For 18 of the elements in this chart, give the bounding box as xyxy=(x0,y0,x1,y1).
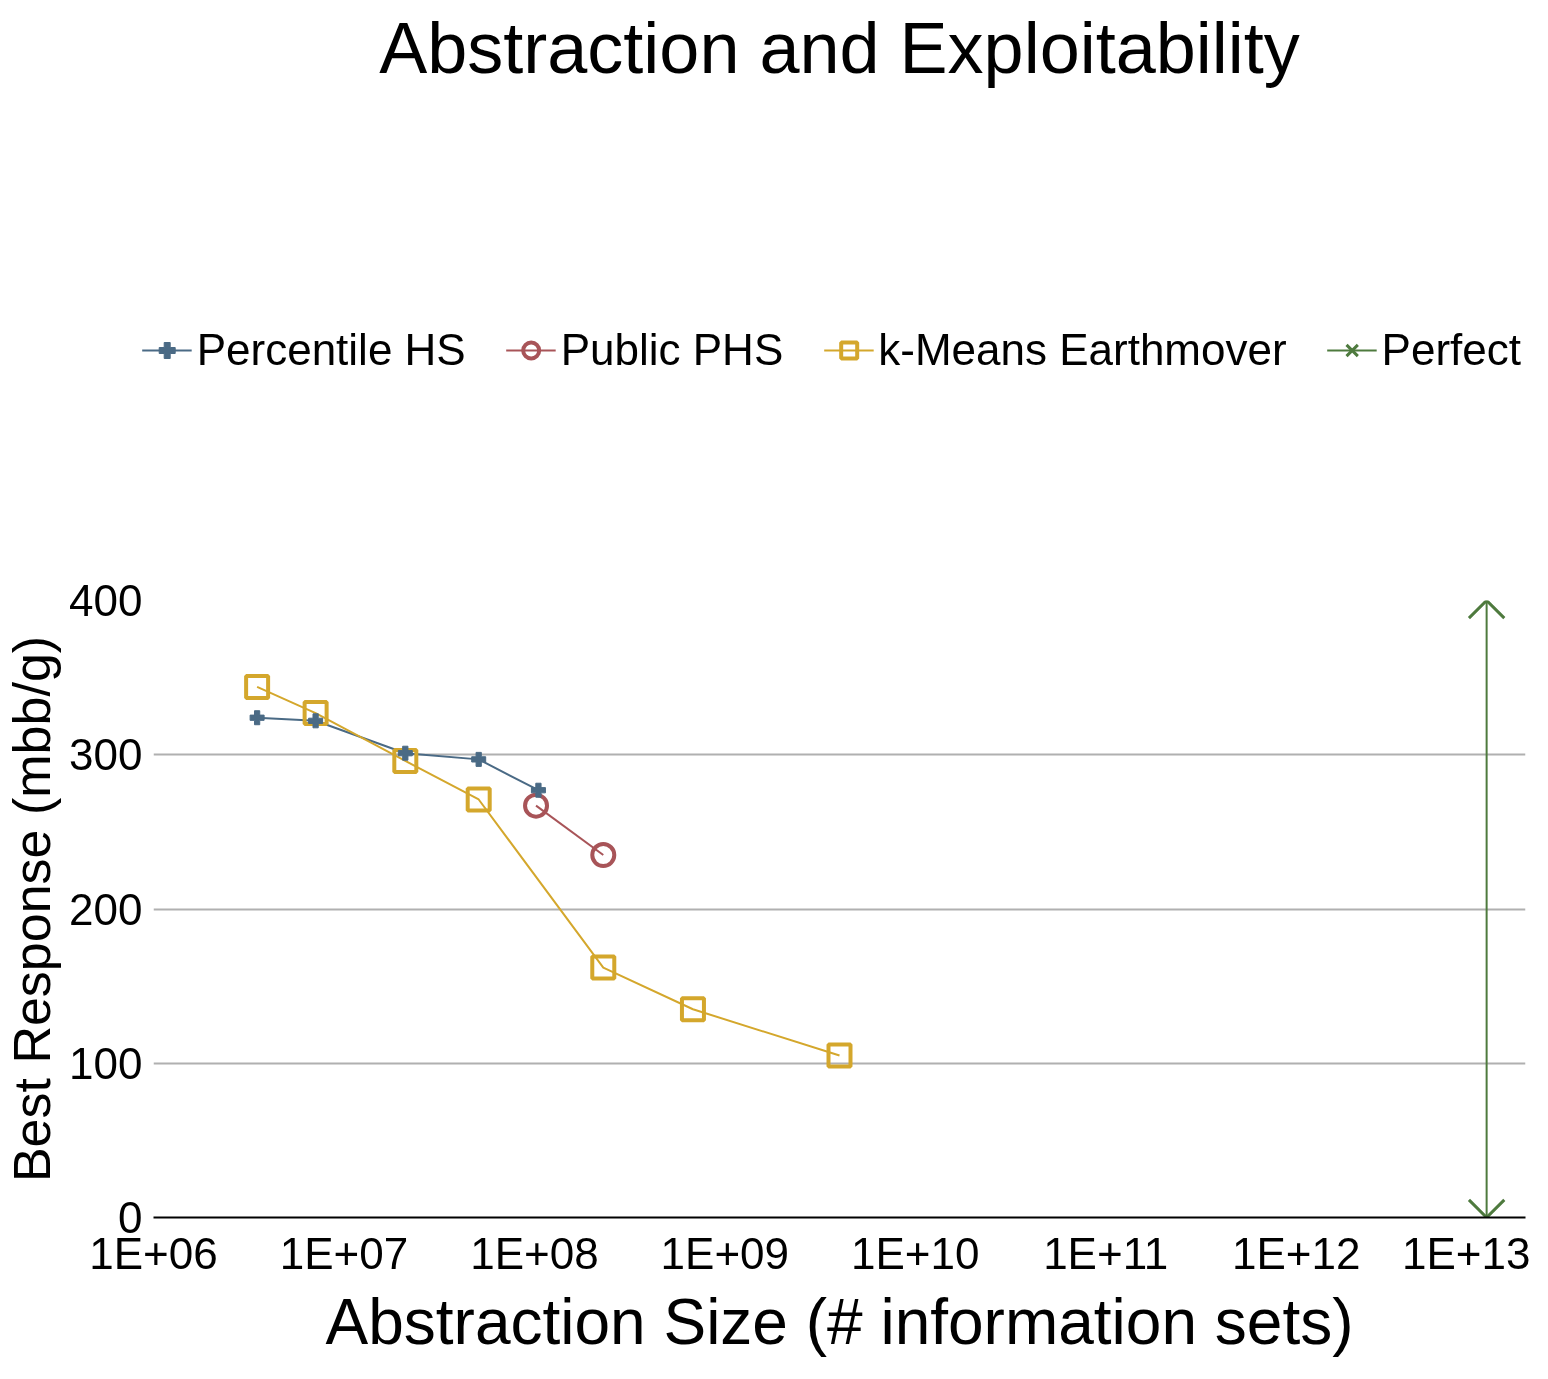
y-axis-title: Best Response (mbb/g) xyxy=(3,635,62,1183)
x-tick-label: 1E+11 xyxy=(1043,1228,1169,1278)
legend-label: Public PHS xyxy=(560,325,784,375)
y-tick-label: 100 xyxy=(69,1038,143,1088)
y-tick-label: 300 xyxy=(69,730,143,780)
legend-label: k-Means Earthmover xyxy=(878,325,1287,375)
x-tick-label: 1E+10 xyxy=(851,1228,980,1278)
y-tick-label: 200 xyxy=(69,884,143,934)
x-axis-title: Abstraction Size (# information sets) xyxy=(325,1285,1354,1358)
x-tick-label: 1E+12 xyxy=(1231,1228,1361,1278)
legend-label: Perfect xyxy=(1381,325,1521,375)
x-tick-label: 1E+09 xyxy=(660,1228,790,1278)
legend-label: Percentile HS xyxy=(196,325,466,375)
y-tick-label: 400 xyxy=(69,576,143,625)
x-tick-label: 1E+08 xyxy=(470,1228,599,1278)
x-tick-label: 1E+13 xyxy=(1402,1228,1531,1278)
x-tick-label: 1E+07 xyxy=(279,1228,409,1278)
chart-title: Abstraction and Exploitability xyxy=(379,7,1300,88)
